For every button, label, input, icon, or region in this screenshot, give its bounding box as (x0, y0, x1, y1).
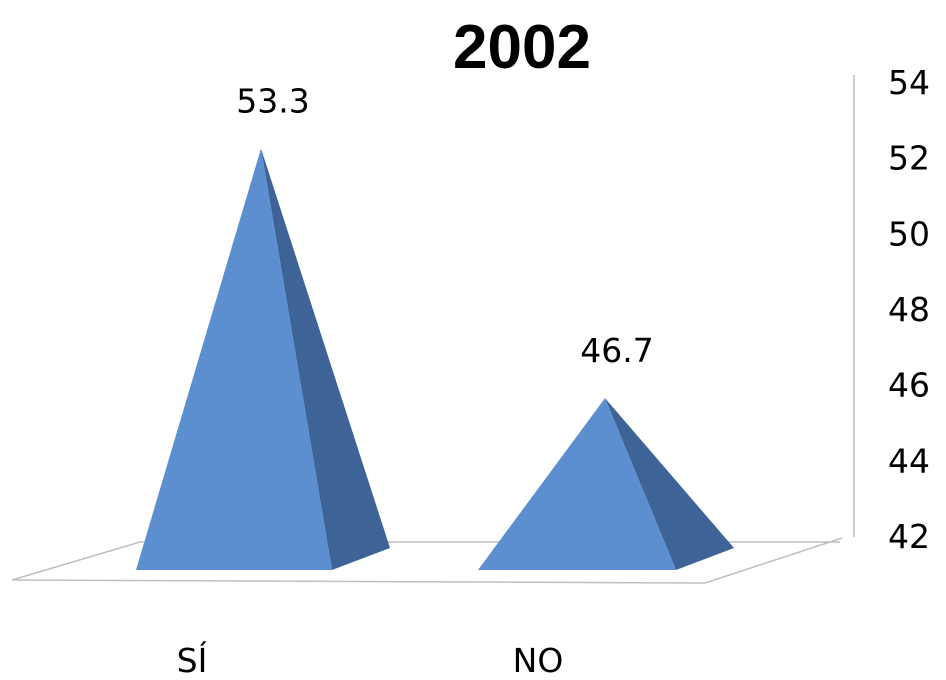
category-labels: SÍ NO (177, 640, 564, 680)
chart-title: 2002 (453, 13, 591, 82)
y-tick-label: 48 (888, 290, 930, 329)
pyramid-side-face (261, 148, 390, 570)
floor-front-edge (11, 579, 706, 584)
y-tick-label: 42 (888, 517, 930, 556)
y-tick-label: 50 (888, 214, 930, 253)
y-axis-ticks: 54 52 50 48 46 44 42 (888, 63, 930, 556)
data-label: 53.3 (236, 81, 309, 120)
pyramid-bar (478, 398, 676, 570)
chart-axes (11, 75, 855, 584)
chart-marks (136, 148, 734, 570)
category-label: NO (513, 641, 564, 680)
floor-right-edge (704, 537, 843, 584)
pyramid-side-face (605, 398, 734, 570)
pyramid-bar (136, 148, 332, 570)
data-labels: 53.3 46.7 (236, 81, 653, 370)
y-tick-label: 46 (888, 366, 930, 405)
y-tick-label: 54 (888, 63, 930, 102)
category-label: SÍ (177, 640, 208, 680)
y-tick-label: 52 (888, 139, 930, 178)
y-tick-label: 44 (888, 441, 930, 480)
data-label: 46.7 (580, 331, 653, 370)
